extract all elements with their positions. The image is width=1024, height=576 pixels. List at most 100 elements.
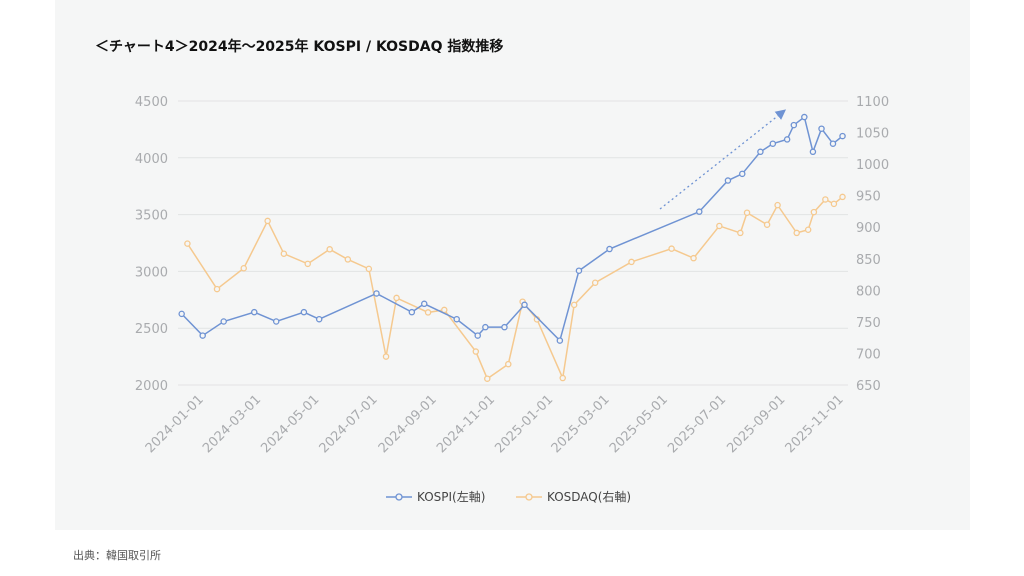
data-point [326, 246, 333, 253]
data-point [818, 125, 825, 132]
data-point [213, 285, 221, 293]
data-point [809, 148, 817, 156]
data-point [743, 209, 751, 216]
x-tick-label: 2025-05-01 [607, 392, 671, 456]
data-point [220, 318, 227, 325]
data-point [424, 309, 432, 316]
data-point [272, 318, 280, 325]
data-point [482, 323, 489, 331]
data-point [628, 258, 635, 266]
data-point [474, 332, 481, 339]
y-left-tick-label: 3500 [135, 209, 168, 224]
data-point [793, 229, 800, 237]
y-right-tick-label: 1000 [856, 158, 889, 173]
data-point [501, 323, 508, 331]
data-point [382, 353, 390, 360]
data-point [839, 132, 846, 140]
series-line-kosdaq [186, 196, 844, 381]
legend-marker [395, 493, 403, 501]
data-point [521, 301, 528, 309]
y-right-tick-label: 900 [856, 221, 881, 236]
data-point [304, 260, 311, 268]
data-point [801, 113, 808, 121]
data-point [472, 348, 480, 355]
data-point [822, 196, 829, 203]
data-point [757, 148, 764, 156]
x-tick-label: 2024-05-01 [258, 392, 322, 456]
data-point [739, 170, 746, 178]
data-point [559, 374, 566, 382]
x-tick-label: 2025-03-01 [549, 392, 613, 456]
data-point [839, 193, 846, 201]
data-point [696, 208, 703, 215]
data-point [737, 229, 744, 237]
data-point [556, 337, 564, 344]
x-tick-label: 2025-09-01 [724, 392, 788, 456]
y-left-tick-label: 4000 [135, 152, 168, 167]
x-tick-label: 2025-07-01 [665, 392, 729, 456]
data-point [790, 121, 798, 129]
data-point [668, 245, 675, 252]
data-point [829, 140, 837, 147]
y-right-tick-label: 850 [856, 253, 881, 268]
y-left-tick-label: 3000 [135, 265, 168, 280]
data-point [774, 201, 781, 209]
data-point [484, 375, 491, 382]
y-left-tick-label: 2500 [135, 322, 168, 337]
data-point [178, 310, 185, 318]
data-point [365, 265, 373, 273]
data-point [783, 136, 791, 143]
data-point [315, 315, 323, 323]
series-line-kospi [181, 115, 844, 343]
data-point [810, 208, 818, 216]
x-tick-label: 2024-07-01 [317, 392, 381, 456]
y-left-tick-label: 4500 [135, 95, 168, 110]
legend-label-kospi: KOSPI(左軸) [417, 489, 485, 504]
data-point [393, 294, 400, 302]
source-note: 出典：韓国取引所 [73, 549, 161, 562]
data-point [373, 290, 380, 297]
data-point [199, 332, 206, 339]
y-right-tick-label: 650 [856, 379, 881, 394]
y-right-tick-label: 800 [856, 284, 881, 299]
data-point [763, 221, 771, 228]
data-point [804, 226, 812, 233]
x-tick-label: 2024-09-01 [376, 392, 440, 456]
x-tick-label: 2024-11-01 [434, 392, 498, 456]
data-point [280, 250, 288, 257]
x-tick-label: 2025-11-01 [783, 392, 847, 456]
data-point [251, 308, 258, 316]
y-right-tick-label: 750 [856, 316, 881, 331]
legend-marker [525, 493, 533, 501]
y-right-tick-label: 700 [856, 347, 881, 362]
x-tick-label: 2025-01-01 [492, 392, 556, 456]
y-left-tick-label: 2000 [135, 379, 168, 394]
data-point [408, 308, 416, 316]
data-point [575, 267, 583, 274]
data-point [300, 308, 308, 316]
legend-label-kosdaq: KOSDAQ(右軸) [547, 489, 631, 504]
data-point [606, 245, 613, 253]
data-point [830, 200, 838, 208]
data-point [769, 140, 777, 147]
y-right-tick-label: 950 [856, 190, 881, 205]
data-point [240, 264, 247, 272]
data-point [570, 301, 578, 309]
data-point [724, 177, 732, 184]
data-point [344, 256, 352, 263]
data-point [690, 254, 697, 262]
chart-title: ＜チャート4＞2024年〜2025年 KOSPI / KOSDAQ 指数推移 [95, 39, 504, 55]
y-right-tick-label: 1050 [856, 127, 889, 142]
data-point [453, 315, 460, 323]
trend-arrow [659, 109, 787, 210]
data-point [420, 300, 428, 308]
y-right-tick-label: 1100 [856, 95, 889, 110]
x-tick-label: 2024-01-01 [143, 392, 207, 456]
chart-panel [55, 0, 970, 530]
data-point [505, 360, 512, 368]
data-point [591, 279, 599, 287]
data-point [264, 217, 271, 225]
data-point [184, 240, 191, 247]
x-tick-label: 2024-03-01 [200, 392, 264, 456]
